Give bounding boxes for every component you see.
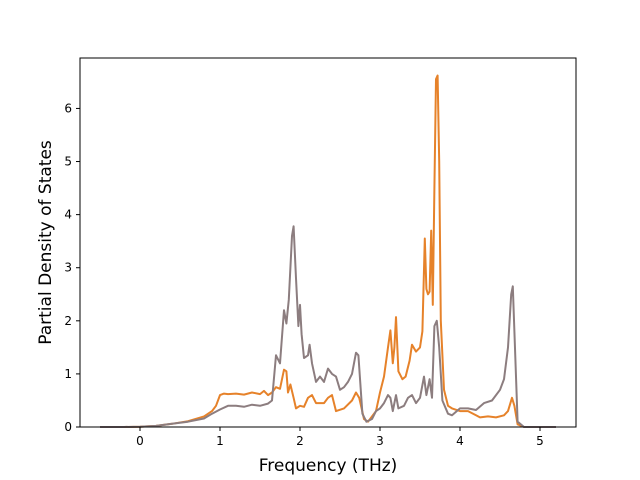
series-line-2	[100, 225, 556, 428]
x-tick-label: 0	[136, 434, 144, 448]
y-tick-label: 3	[64, 261, 72, 275]
plot-frame	[79, 57, 577, 428]
y-tick-label: 5	[64, 155, 72, 169]
y-tick-label: 0	[64, 420, 72, 434]
x-tick-label: 1	[216, 434, 224, 448]
y-axis-label: Partial Density of States	[36, 140, 56, 345]
x-tick-label: 5	[536, 434, 544, 448]
y-tick-label: 4	[64, 208, 72, 222]
x-tick-label: 2	[296, 434, 304, 448]
x-tick-label: 3	[376, 434, 384, 448]
y-tick-label: 1	[64, 367, 72, 381]
y-axis-ticks: 0 1 2 3 4 5 6	[64, 101, 80, 434]
y-tick-label: 6	[64, 101, 72, 115]
x-axis-ticks: 0 1 2 3 4 5	[136, 427, 544, 448]
x-tick-label: 4	[456, 434, 464, 448]
x-axis-label: Frequency (THz)	[259, 456, 398, 476]
y-tick-label: 2	[64, 314, 72, 328]
series-lines	[100, 74, 556, 428]
